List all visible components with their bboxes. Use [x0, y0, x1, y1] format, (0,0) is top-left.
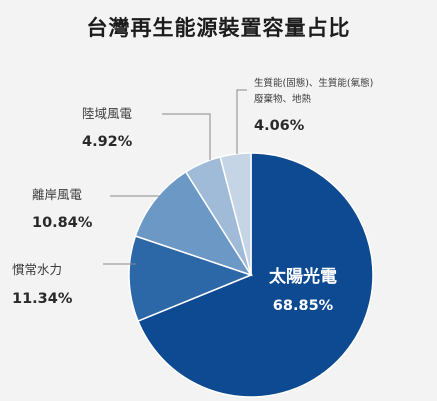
leader-line-other	[236, 89, 247, 154]
slice-label-other-line1: 生質能(固態)、生質能(氣態)	[254, 77, 373, 89]
slice-labels: 太陽光電 68.85% 慣常水力 11.34% 離岸風電 10.84% 陸域風電…	[12, 77, 373, 314]
pie-slices	[128, 152, 374, 398]
slice-value-offshore-wind: 10.84%	[32, 215, 93, 231]
pie-slice-other	[219, 152, 252, 276]
slice-value-hydro: 11.34%	[12, 291, 73, 307]
pie-slice-solar	[137, 152, 374, 398]
slice-label-onshore-wind: 陸域風電	[82, 106, 133, 121]
leader-line-onshore-wind	[162, 113, 211, 160]
slice-label-solar: 太陽光電	[269, 266, 337, 287]
chart-title: 台灣再生能源裝置容量占比	[86, 16, 351, 40]
slice-value-onshore-wind: 4.92%	[82, 134, 133, 150]
slice-label-offshore-wind: 離岸風電	[32, 187, 83, 202]
leader-lines	[103, 89, 247, 265]
slice-label-hydro: 慣常水力	[12, 262, 62, 277]
pie-slice-offshore-wind	[134, 170, 253, 277]
pie-slice-hydro	[128, 235, 254, 323]
slice-label-other-line2: 廢棄物、地熱	[254, 93, 312, 105]
slice-value-other: 4.06%	[254, 118, 305, 134]
slice-value-solar: 68.85%	[273, 298, 334, 314]
